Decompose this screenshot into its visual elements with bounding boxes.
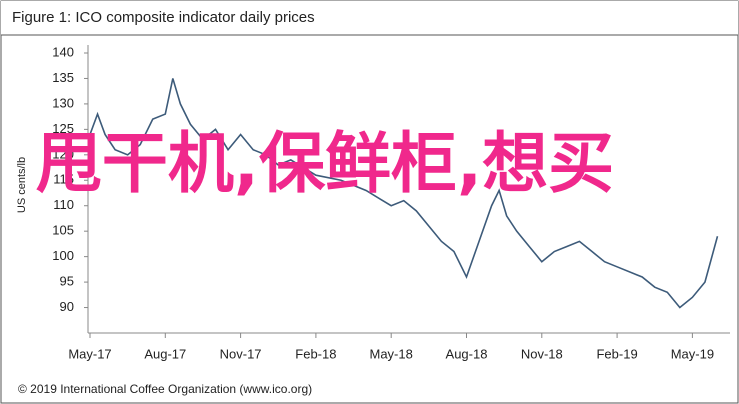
y-tick-label: 130 bbox=[52, 95, 74, 110]
y-tick-label: 105 bbox=[52, 223, 74, 238]
x-tick-label: May-19 bbox=[671, 346, 714, 361]
footer: © 2019 International Coffee Organization… bbox=[18, 382, 312, 396]
x-tick-label: Feb-19 bbox=[596, 346, 637, 361]
x-tick-label: Nov-17 bbox=[220, 346, 262, 361]
y-tick-label: 120 bbox=[52, 146, 74, 161]
x-tick-label: May-17 bbox=[68, 346, 111, 361]
overlay-text: 甩干机,保鲜柜,想买 bbox=[35, 125, 615, 202]
y-tick-label: 140 bbox=[52, 44, 74, 59]
chart-title: Figure 1: ICO composite indicator daily … bbox=[12, 9, 315, 26]
y-tick-label: 115 bbox=[53, 172, 74, 187]
x-tick-label: Feb-18 bbox=[295, 346, 336, 361]
y-tick-label: 125 bbox=[52, 121, 74, 136]
x-tick-label: Aug-17 bbox=[144, 346, 186, 361]
y-tick-label: 135 bbox=[52, 70, 74, 85]
y-tick-label: 110 bbox=[53, 197, 74, 212]
y-tick-label: 90 bbox=[60, 299, 74, 314]
x-tick-label: Nov-18 bbox=[521, 346, 563, 361]
y-tick-label: 95 bbox=[60, 274, 74, 289]
y-tick-label: 100 bbox=[52, 248, 74, 263]
x-tick-label: Aug-18 bbox=[446, 346, 488, 361]
y-axis-label: US cents/lb bbox=[16, 157, 28, 213]
title-bar bbox=[1, 1, 738, 35]
price-line bbox=[89, 78, 719, 309]
x-tick-label: May-18 bbox=[370, 346, 413, 361]
